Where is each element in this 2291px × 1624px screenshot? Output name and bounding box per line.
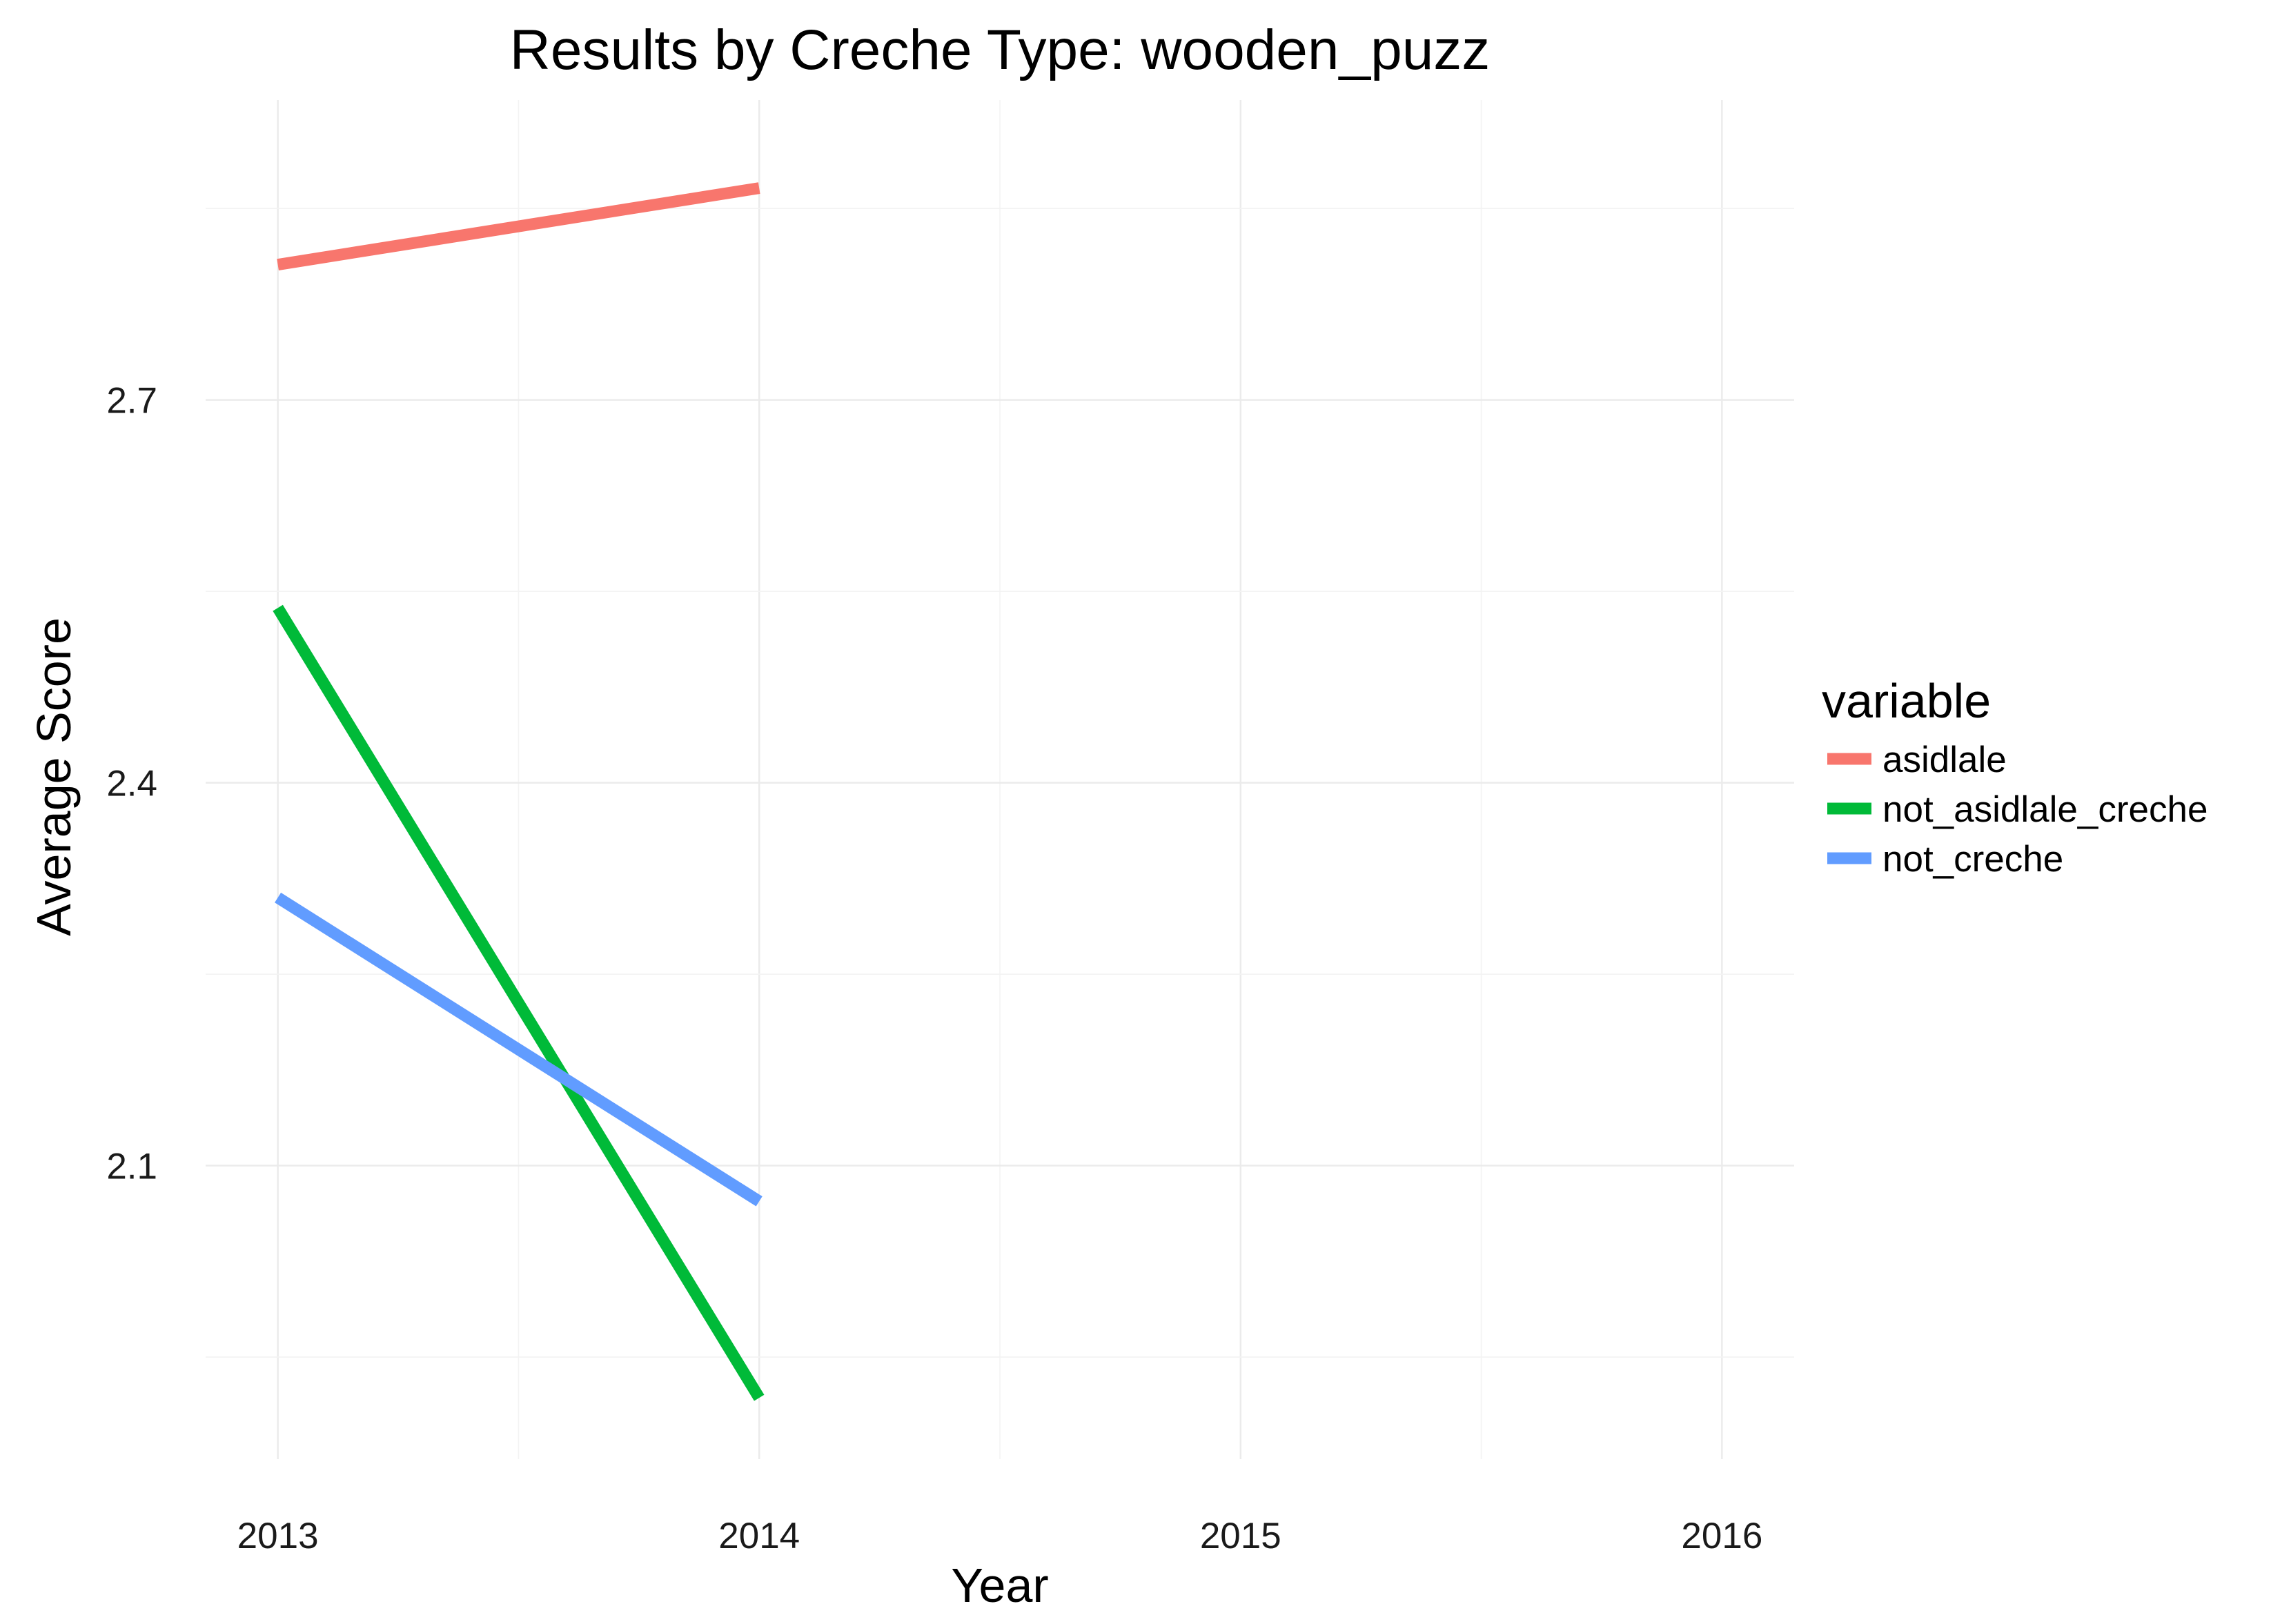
x-tick-label: 2013: [237, 1516, 319, 1556]
y-tick-label: 2.1: [106, 1147, 157, 1187]
x-axis-ticks: 2013 2014 2015 2016: [237, 1516, 1763, 1556]
grid-lines: [206, 100, 1794, 1459]
series-line-not_creche: [275, 892, 763, 1207]
legend: variable asidlale not_asidlale_creche not_…: [1822, 674, 2208, 880]
chart-title: Results by Creche Type: wooden_puzz: [510, 19, 1491, 81]
series-line-asidlale: [277, 182, 760, 270]
y-tick-label: 2.7: [106, 381, 157, 422]
legend-label: not_asidlale_creche: [1882, 789, 2208, 830]
x-tick-label: 2014: [718, 1516, 800, 1556]
legend-label: asidlale: [1882, 740, 2007, 780]
series-lines: [273, 182, 765, 1401]
x-axis-title: Year: [951, 1558, 1048, 1612]
y-axis-ticks: 2.1 2.4 2.7: [106, 381, 157, 1187]
legend-items: asidlale not_asidlale_creche not_creche: [1827, 740, 2208, 880]
series-line-not_asidlale_creche: [273, 604, 765, 1401]
x-tick-label: 2015: [1200, 1516, 1281, 1556]
y-axis-title: Average Score: [27, 617, 81, 936]
legend-title: variable: [1822, 674, 1991, 728]
legend-item-asidlale: asidlale: [1827, 740, 2007, 780]
legend-label: not_creche: [1882, 839, 2063, 880]
x-tick-label: 2016: [1681, 1516, 1762, 1556]
y-tick-label: 2.4: [106, 764, 157, 804]
legend-item-not_asidlale_creche: not_asidlale_creche: [1827, 789, 2208, 830]
legend-item-not_creche: not_creche: [1827, 839, 2063, 880]
